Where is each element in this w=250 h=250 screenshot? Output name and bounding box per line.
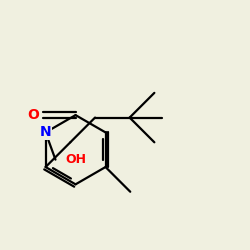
Text: O: O [28, 108, 40, 122]
Text: N: N [40, 126, 52, 140]
Text: OH: OH [65, 153, 86, 166]
